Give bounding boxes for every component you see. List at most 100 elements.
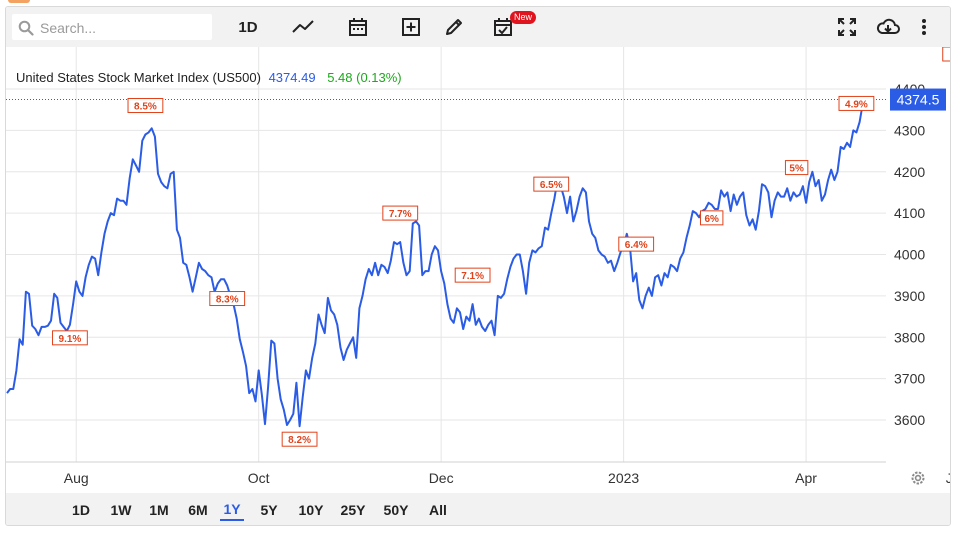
y-tick-label: 4200 — [894, 164, 925, 180]
annotation-text: 5% — [789, 164, 804, 175]
annotation-label: 8.5% — [127, 98, 164, 114]
annotation-text: 8.3% — [216, 295, 239, 306]
annotation-box — [382, 205, 419, 221]
annotation-text: 8.5% — [134, 102, 157, 113]
annotation-box — [52, 330, 88, 346]
pencil-icon — [446, 19, 462, 35]
y-tick-label: 3800 — [894, 329, 925, 345]
x-tick-label: Apr — [795, 470, 817, 486]
add-box-icon — [402, 18, 420, 36]
instrument-name: United States Stock Market Index (US500) — [16, 70, 261, 85]
download-button[interactable] — [874, 14, 902, 40]
calendar-button[interactable] — [345, 14, 371, 40]
range-button-6m[interactable]: 6M — [188, 502, 208, 518]
annotation-box — [700, 210, 724, 226]
fullscreen-button[interactable] — [834, 14, 860, 40]
annotation-text: 6.5% — [540, 180, 563, 191]
range-button-25y[interactable]: 25Y — [340, 502, 366, 518]
fullscreen-icon — [838, 18, 856, 36]
x-tick-label: Dec — [429, 470, 454, 486]
x-gridlines — [75, 47, 807, 462]
y-tick-label: 4100 — [894, 205, 925, 221]
y-axis-labels: 360037003800390040004100420043004400 — [894, 81, 925, 428]
annotation-label: 6.5% — [533, 176, 570, 192]
range-button-1y[interactable]: 1Y — [220, 499, 244, 521]
annotation-label: 7.7% — [382, 205, 419, 221]
settings-icon[interactable] — [909, 469, 927, 487]
annotation-label: 5% — [784, 160, 809, 176]
annotation-label: 8.2% — [281, 431, 318, 447]
last-value-label: 4374.5 — [890, 88, 946, 111]
annotation-box — [127, 98, 164, 114]
annotation-label: 6% — [700, 210, 724, 226]
annotation-label: 6.4% — [618, 236, 655, 252]
last-value-text: 4374.5 — [897, 92, 940, 108]
annotation-text: 8.2% — [288, 435, 311, 446]
last-price: 4374.49 — [269, 70, 316, 85]
y-tick-label: 3900 — [894, 288, 925, 304]
cloud-download-icon — [876, 18, 900, 34]
x-tick-label: Jun — [946, 470, 950, 486]
annotation-text: 7.7% — [389, 209, 412, 220]
annotation-box — [618, 236, 655, 252]
compare-button[interactable] — [398, 14, 424, 40]
annotation-box — [533, 176, 570, 192]
last-value-box — [890, 88, 946, 111]
range-button-1w[interactable]: 1W — [110, 502, 132, 518]
annotation-box — [784, 160, 809, 176]
calendar-icon — [349, 18, 367, 36]
price-chart: Aug Oct Dec 2023 Apr Jun 3600 3700 3800 3900 4000… — [6, 47, 950, 486]
y-tick-label: 3600 — [894, 412, 925, 428]
corner-accent — [8, 0, 30, 3]
toolbar: 1D — [6, 7, 950, 47]
range-selector: 1D 1W 1M 6M 1Y 5Y 10Y 25Y 50Y All — [6, 493, 950, 525]
price-change: 5.48 (0.13%) — [327, 70, 401, 85]
range-button-1d[interactable]: 1D — [72, 502, 90, 518]
y-gridlines — [6, 88, 886, 421]
annotation-text: 4% — [947, 47, 950, 50]
range-button-1m[interactable]: 1M — [149, 502, 169, 518]
y-tick-label: 4000 — [894, 247, 925, 263]
annotation-label: 7.1% — [454, 267, 491, 283]
range-button-all[interactable]: All — [429, 502, 447, 518]
x-axis-labels: Aug Oct Dec 2023 Apr Jun — [64, 470, 950, 486]
search-box[interactable] — [12, 14, 212, 40]
annotation-box — [454, 267, 491, 283]
y-tick-label: 4300 — [894, 122, 925, 138]
x-tick-label: Oct — [248, 470, 270, 486]
annotation-label: 4.9% — [838, 95, 875, 111]
chart-widget: 1D — [5, 6, 951, 526]
annotation-text: 7.1% — [461, 271, 484, 282]
annotation-text: 6% — [704, 214, 719, 225]
range-button-5y[interactable]: 5Y — [260, 502, 278, 518]
annotation-box — [838, 95, 875, 111]
annotation-label: 8.3% — [209, 291, 246, 307]
events-button[interactable] — [490, 14, 516, 40]
y-tick-label: 3700 — [894, 371, 925, 387]
annotation-label: 4% — [942, 47, 950, 62]
search-icon — [18, 20, 34, 36]
annotation-label: 9.1% — [52, 330, 88, 346]
x-tick-label: 2023 — [608, 470, 639, 486]
more-menu-button[interactable] — [916, 14, 932, 40]
annotation-text: 6.4% — [625, 240, 648, 251]
interval-button[interactable]: 1D — [238, 18, 258, 36]
annotation-box — [281, 431, 318, 447]
annotation-text: 4.9% — [845, 99, 868, 110]
line-chart-icon — [292, 20, 314, 33]
chart-type-button[interactable] — [290, 14, 316, 40]
calendar-check-icon — [494, 18, 512, 36]
annotation-labels: 9.1% 8.5% 8.3% 8.2% 7.7% 7.1% 6.5% 6.4% 6% 5% 4.9%… — [52, 47, 950, 447]
annotation-text: 9.1% — [59, 334, 82, 345]
x-tick-label: Aug — [64, 470, 89, 486]
range-button-50y[interactable]: 50Y — [383, 502, 409, 518]
series-line — [6, 98, 870, 428]
search-input[interactable] — [38, 17, 212, 39]
annotation-box — [209, 291, 246, 307]
annotation-box — [942, 47, 950, 62]
draw-button[interactable] — [441, 14, 467, 40]
chart-title: United States Stock Market Index (US500)… — [16, 70, 402, 85]
more-vertical-icon — [922, 19, 926, 35]
new-badge: New — [510, 11, 537, 24]
range-button-10y[interactable]: 10Y — [298, 502, 324, 518]
